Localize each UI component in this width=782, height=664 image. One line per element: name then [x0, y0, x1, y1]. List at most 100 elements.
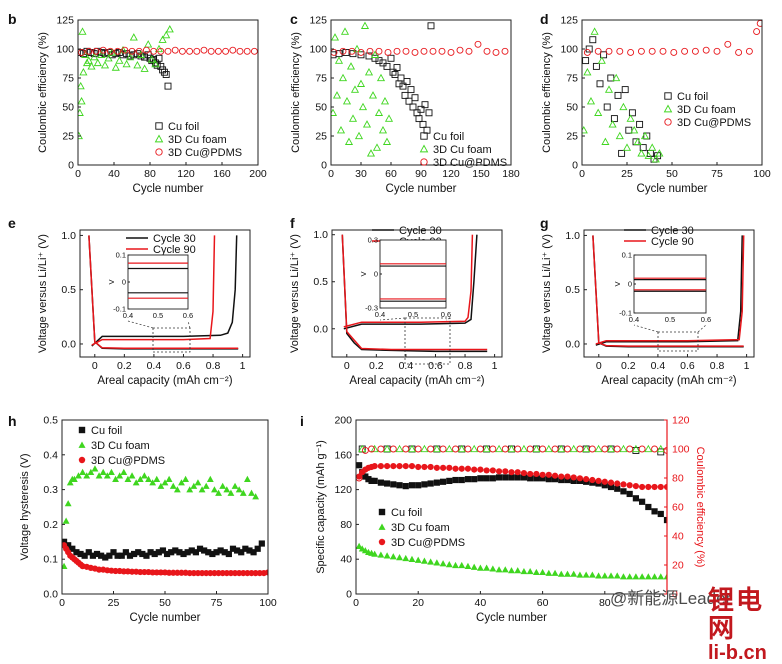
data-point	[583, 49, 591, 56]
data-point	[402, 483, 409, 490]
data-point	[376, 73, 386, 82]
data-point	[162, 30, 171, 39]
data-point	[70, 475, 78, 482]
panel-f: f 0 0.2 0.4 0.6 0.8 1 0.0 0.5 1.0 Areal capacity (…	[289, 215, 503, 387]
data-point	[375, 57, 383, 65]
data-point	[205, 549, 212, 556]
data-point	[368, 91, 378, 99]
data-point	[164, 47, 172, 55]
series-line-discharge	[88, 235, 239, 350]
inset-y-tick-label: -0.3	[365, 304, 378, 313]
data-point	[597, 56, 606, 64]
data-point	[582, 571, 590, 578]
data-point	[389, 553, 397, 560]
data-point	[594, 444, 603, 453]
data-point	[238, 549, 245, 556]
data-point	[82, 58, 92, 67]
inset-frame	[127, 254, 189, 310]
data-point	[83, 472, 91, 479]
data-point	[352, 44, 362, 53]
data-point	[415, 463, 422, 471]
legend-label: 3D Cu@PDMS	[91, 455, 165, 467]
data-point	[344, 137, 354, 145]
data-point	[557, 570, 565, 577]
data-point	[149, 479, 157, 486]
data-point	[77, 550, 84, 558]
data-point	[457, 444, 466, 453]
data-point	[231, 482, 239, 489]
data-point	[648, 143, 657, 151]
y-tick-label: 25	[62, 131, 74, 143]
data-point	[470, 444, 479, 453]
data-point	[520, 567, 528, 575]
data-point	[391, 71, 399, 78]
inset-y-label: V	[107, 279, 116, 284]
legend-label: 3D Cu foam	[391, 522, 450, 534]
legend-marker	[378, 523, 386, 530]
data-point	[383, 62, 391, 70]
data-point	[348, 47, 356, 55]
data-point	[616, 47, 624, 55]
data-point	[340, 27, 350, 35]
data-point	[128, 472, 136, 479]
legend-marker	[155, 148, 163, 156]
data-point	[644, 444, 653, 453]
data-point	[194, 479, 202, 486]
series-line-charge	[595, 235, 745, 345]
x-tick-label: 100	[753, 168, 771, 180]
zoom-connector	[633, 324, 659, 333]
panel-label: i	[300, 413, 304, 429]
x-tick-label: 25	[621, 168, 633, 180]
data-point	[476, 445, 484, 453]
data-point	[628, 109, 636, 117]
data-point	[235, 486, 243, 493]
y-axis-label: Coulombic efficiency (%)	[541, 32, 553, 153]
data-point	[366, 47, 374, 55]
data-point	[234, 547, 241, 554]
data-point	[433, 559, 441, 566]
data-point	[551, 569, 559, 576]
data-point	[659, 47, 667, 55]
x-tick-label: 120	[177, 168, 195, 180]
data-point	[236, 47, 244, 55]
data-point	[157, 47, 165, 55]
data-point	[639, 483, 646, 491]
data-point	[97, 50, 106, 58]
data-point	[439, 445, 447, 453]
y-tick-label: 100	[56, 44, 74, 56]
data-point	[745, 47, 753, 55]
y-tick-label: 1.0	[61, 230, 76, 242]
inset-frame	[379, 239, 447, 309]
data-point	[178, 479, 185, 486]
data-point	[115, 56, 124, 64]
data-point	[378, 125, 388, 134]
data-point	[657, 573, 665, 580]
data-point	[217, 547, 224, 554]
y-tick-label: 1.0	[565, 230, 580, 242]
data-point	[370, 50, 380, 58]
data-point	[151, 550, 158, 558]
x-tick-label: 0.2	[369, 360, 384, 372]
data-point	[377, 445, 385, 453]
data-point	[121, 46, 129, 54]
data-point	[62, 538, 68, 545]
data-point	[417, 105, 425, 113]
data-point	[384, 49, 392, 56]
data-point	[621, 86, 629, 94]
data-point	[81, 552, 88, 559]
data-point	[545, 471, 552, 478]
data-point	[402, 554, 410, 562]
data-point	[626, 445, 634, 453]
data-point	[619, 444, 628, 453]
data-point	[188, 547, 195, 554]
data-point	[501, 566, 509, 573]
y-tick-label: 0	[68, 160, 74, 172]
panel-e: e 0 0.2 0.4 0.6 0.8 1 0.0 0.5 1.0 Areal capacity (…	[8, 215, 251, 387]
data-point	[415, 482, 422, 489]
data-point	[169, 482, 177, 489]
data-point	[632, 573, 640, 580]
data-point	[161, 479, 169, 486]
data-point	[395, 80, 403, 88]
data-point	[605, 47, 613, 55]
data-point	[360, 21, 370, 29]
